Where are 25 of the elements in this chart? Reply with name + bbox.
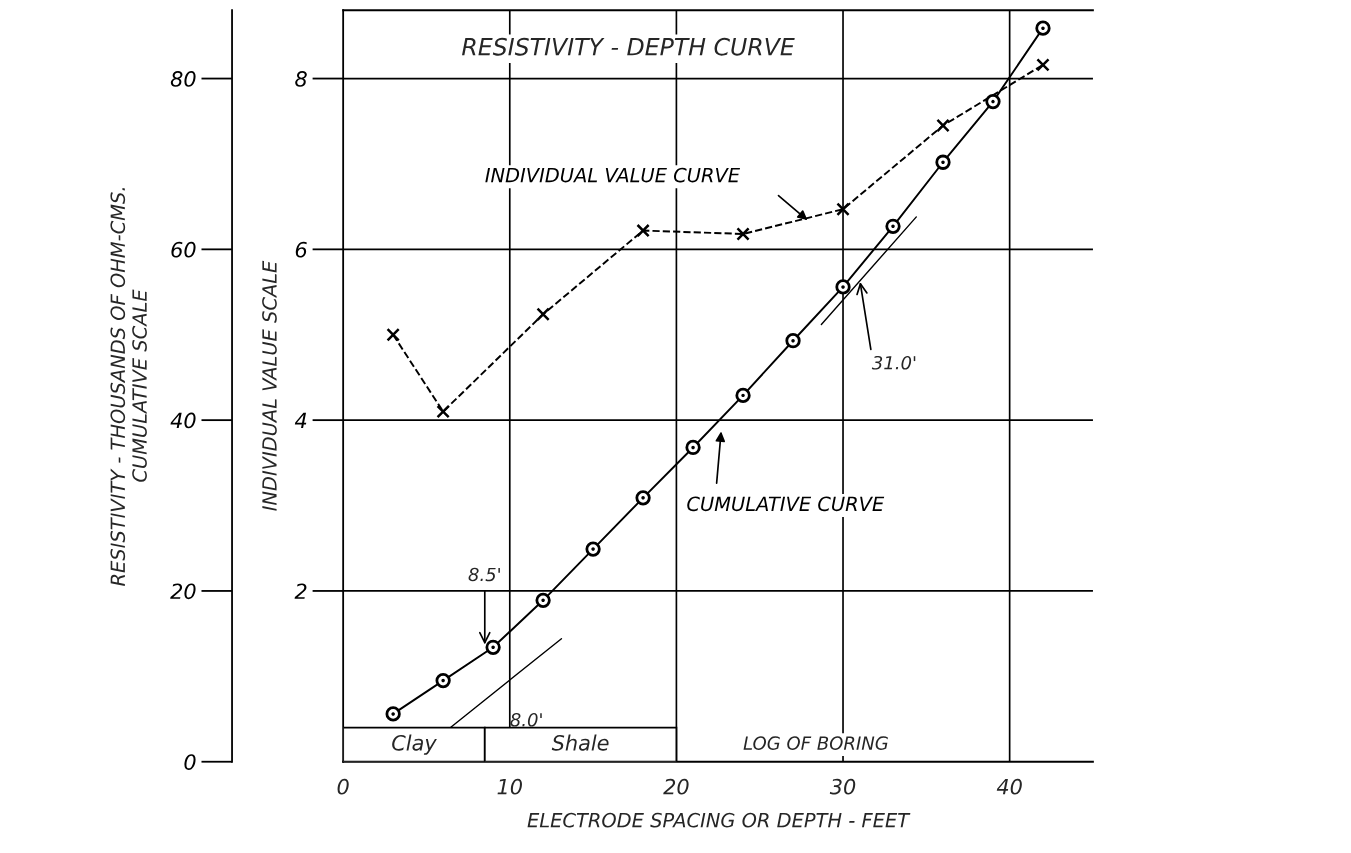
x-axis-title: ELECTRODE SPACING OR DEPTH - FEET bbox=[527, 812, 911, 828]
y2-tick-label: 6 bbox=[295, 241, 307, 258]
y-tick-label: 80 bbox=[170, 71, 196, 87]
y-tick-label: 60 bbox=[171, 241, 196, 258]
text: RESISTIVITY - DEPTH CURVE bbox=[462, 37, 795, 56]
y-axis-title: RESISTIVITY - THOUSANDS OF OHM-CMS. CUMULATIVE SCALE bbox=[110, 188, 147, 586]
band-label: Shale bbox=[551, 734, 609, 751]
x-tick-label: 0 bbox=[337, 778, 349, 795]
annotation: 31.0' bbox=[871, 355, 916, 370]
x-tick-label: 40 bbox=[996, 778, 1022, 795]
text: INDIVIDUAL VALUE CURVE bbox=[485, 167, 741, 183]
y-tick-label: 0 bbox=[184, 754, 196, 770]
y-tick-label: 20 bbox=[170, 583, 196, 600]
annotation: 8.5' bbox=[468, 567, 500, 582]
x-tick-label: 30 bbox=[829, 778, 856, 795]
annotation: LOG OF BORING bbox=[743, 736, 888, 750]
x-tick-label: 10 bbox=[497, 778, 522, 795]
series-label: CUMULATIVE CURVE bbox=[687, 496, 885, 512]
y2-tick-label: 4 bbox=[294, 412, 307, 429]
y2-axis-title: INDIVIDUAL VALUE SCALE bbox=[262, 260, 277, 511]
band-label: Clay bbox=[392, 734, 437, 755]
y-tick-label: 40 bbox=[170, 412, 196, 429]
x-tick-label: 20 bbox=[663, 778, 689, 795]
y2-tick-label: 8 bbox=[295, 71, 307, 87]
y2-tick-label: 2 bbox=[294, 583, 307, 599]
